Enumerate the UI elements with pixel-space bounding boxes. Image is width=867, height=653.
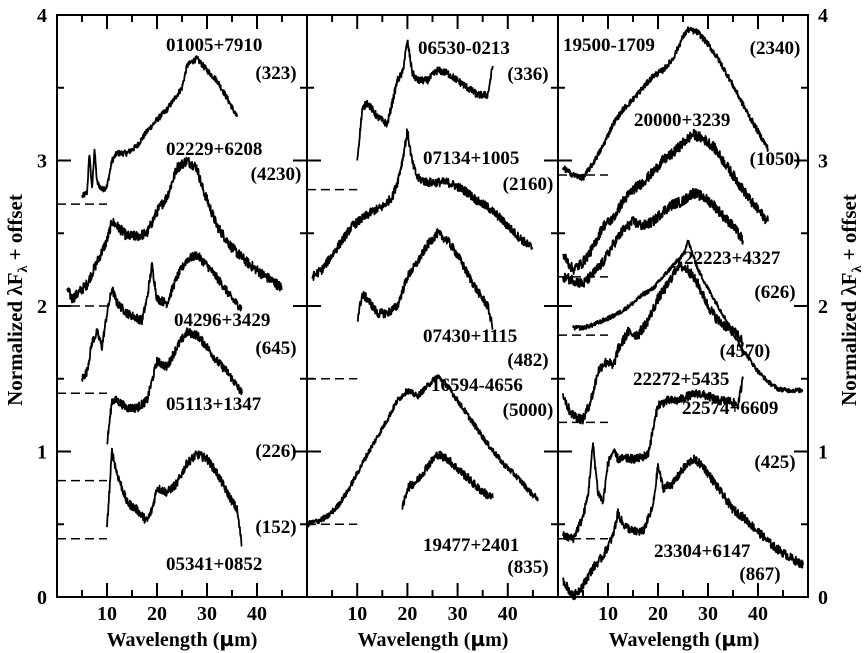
x-tick-label-right: 30 [698, 603, 718, 625]
period-label: (645) [255, 338, 296, 359]
x-tick-label-left: 10 [97, 603, 117, 625]
y-tick-label: 0 [818, 587, 828, 609]
spectrum-line-06530-0213 [356, 39, 494, 161]
source-name-label: 06530-0213 [418, 38, 510, 59]
x-tick-label-right: 40 [748, 603, 768, 625]
period-label: (152) [255, 517, 296, 538]
source-name-label: 01005+7910 [166, 35, 262, 56]
source-name-label: 22272+5435 [633, 369, 729, 390]
x-tick-label-middle: 40 [498, 603, 518, 625]
panel-frame-middle [306, 14, 559, 598]
spectrum-line-19500-1709 [562, 26, 769, 181]
x-tick-label-middle: 10 [347, 603, 367, 625]
spectrum-line-07134+1005 [311, 128, 534, 281]
ticks-layer [56, 14, 809, 598]
axes-layer [56, 14, 809, 598]
period-label: (482) [507, 350, 548, 371]
spectrum-line-20000+3239 [562, 128, 769, 275]
spectrum-line-unlabeled [562, 454, 804, 601]
spectrum-line-05113+1347 [106, 327, 243, 445]
y-tick-label: 3 [37, 151, 47, 173]
y-tick-label: 3 [818, 151, 828, 173]
x-axis-title-right: Wavelength (µm) [609, 627, 760, 651]
y-tick-label: 2 [818, 296, 828, 318]
spectrum-line-04296+3429 [81, 251, 243, 382]
period-label: (425) [754, 452, 795, 473]
period-label: (867) [739, 564, 780, 585]
y-axis-title-right: Normalized λFλ + offset [837, 194, 865, 406]
x-tick-label-left: 30 [197, 603, 217, 625]
x-axis-title-middle: Wavelength (µm) [358, 627, 509, 651]
x-axis-title-left: Wavelength (µm) [107, 627, 258, 651]
series-layer [57, 26, 804, 601]
x-tick-label-right: 20 [648, 603, 668, 625]
source-name-label: 05341+0852 [166, 554, 262, 575]
y-tick-label: 4 [818, 5, 828, 27]
y-tick-label: 1 [37, 442, 47, 464]
period-label: (835) [507, 557, 548, 578]
source-name-label: 16594-4656 [431, 375, 523, 396]
y-axis-title-left: Normalized λFλ + offset [3, 194, 31, 406]
source-name-label: 07134+1005 [423, 148, 519, 169]
period-label: (2340) [750, 38, 801, 59]
source-name-label: 04296+3429 [174, 310, 270, 331]
y-tick-label: 1 [818, 442, 828, 464]
period-label: (226) [255, 441, 296, 462]
x-tick-label-left: 20 [147, 603, 167, 625]
x-tick-label-left: 40 [247, 603, 267, 625]
source-name-label: 23304+6147 [654, 541, 751, 562]
y-tick-label: 0 [37, 587, 47, 609]
period-label: (323) [255, 63, 296, 84]
source-name-label: 02229+6208 [166, 139, 262, 160]
spectrum-line-05341+0852 [106, 447, 243, 547]
spectrum-line-22223+4327 [562, 187, 744, 288]
source-name-label: 22223+4327 [684, 248, 781, 269]
spectrum-line-07430+1115 [356, 228, 494, 330]
spectrum-line-19477+2401 [401, 450, 494, 510]
period-label: (4230) [251, 164, 302, 185]
source-name-label: 20000+3239 [634, 110, 730, 131]
period-label: (626) [754, 282, 795, 303]
labels-layer: 10 20 30 400123401005+7910(323)02229+6208(4… [37, 5, 828, 625]
source-name-label: 19477+2401 [423, 535, 519, 556]
spectrum-line-02229+6208 [66, 156, 283, 304]
period-label: (5000) [503, 400, 554, 421]
x-tick-label-right: 10 [598, 603, 618, 625]
x-tick-label-middle: 20 [397, 603, 417, 625]
y-tick-label: 4 [37, 5, 47, 27]
spectrum-line-22272+5435 [572, 239, 804, 394]
period-label: (2160) [503, 174, 554, 195]
x-tick-label-middle: 30 [448, 603, 468, 625]
spectrum-line-16594-4656 [306, 374, 539, 528]
y-tick-label: 2 [37, 296, 47, 318]
period-label: (1050) [750, 149, 801, 170]
source-name-label: 07430+1115 [423, 326, 517, 347]
spectrum-line-22574+6609 [562, 260, 744, 425]
spectrum-line-23304+6147 [562, 376, 744, 544]
source-name-label: 19500-1709 [563, 35, 655, 56]
source-name-label: 22574+6609 [682, 398, 778, 419]
spectrum-line-01005+7910 [81, 55, 238, 199]
period-label: (4570) [720, 341, 771, 362]
panel-frame-right [557, 14, 809, 598]
panel-frame-left [56, 14, 308, 598]
period-label: (336) [507, 64, 548, 85]
source-name-label: 05113+1347 [166, 394, 262, 415]
